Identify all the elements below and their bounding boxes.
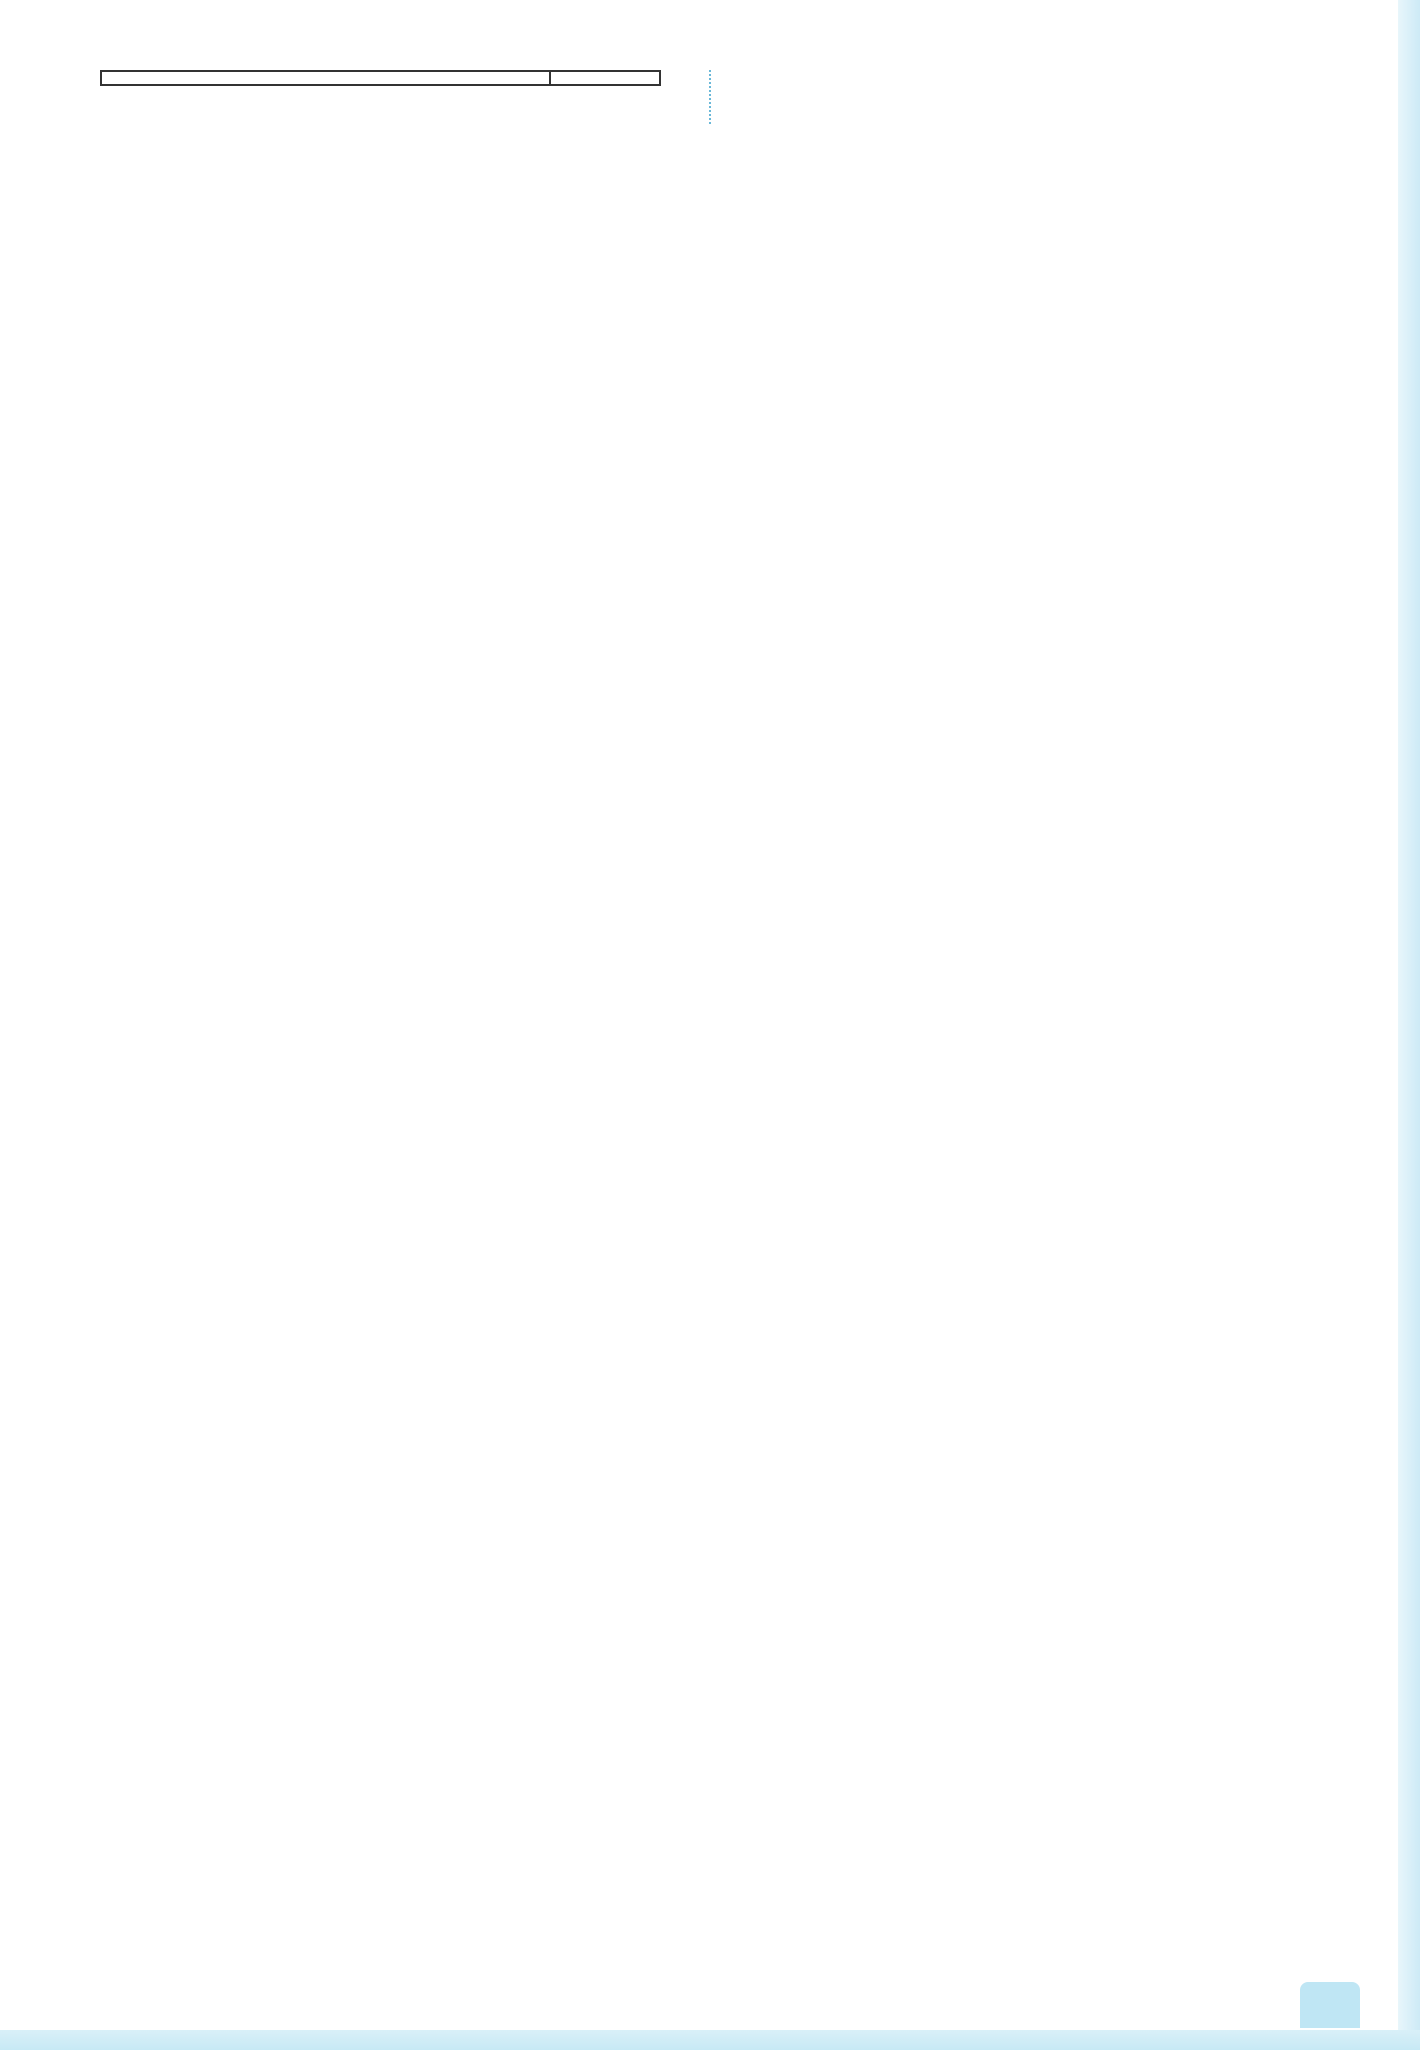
page-right-edge — [1398, 0, 1420, 2050]
q1-2-row — [100, 108, 661, 124]
content-columns — [100, 70, 1320, 124]
page-number-badge — [1300, 1982, 1360, 2028]
column-divider — [709, 70, 711, 124]
right-column — [759, 70, 1320, 124]
left-column — [100, 70, 661, 124]
cuboid-table — [100, 70, 661, 86]
table-header-shape — [101, 71, 550, 85]
page-bottom-edge — [0, 2030, 1420, 2050]
table-header-count — [550, 71, 660, 85]
